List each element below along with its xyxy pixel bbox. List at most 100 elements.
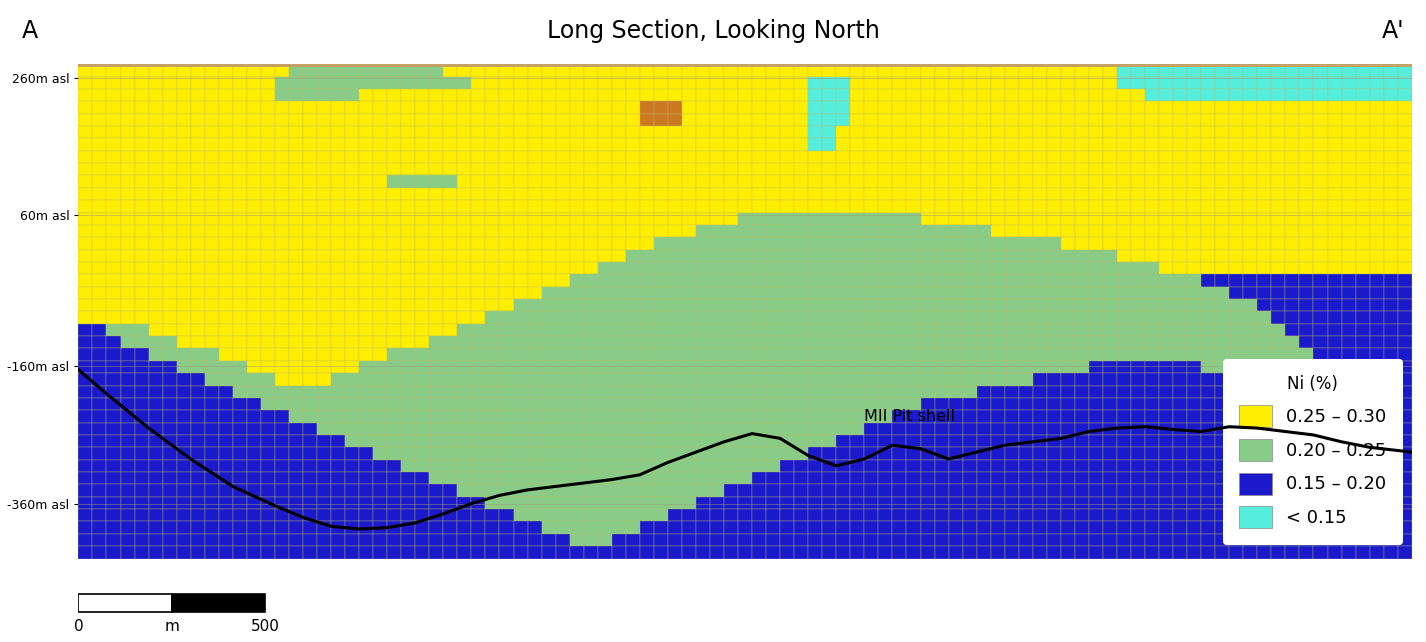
Bar: [205, 484, 218, 497]
Bar: [921, 422, 934, 435]
Bar: [667, 299, 682, 311]
Bar: [907, 213, 921, 225]
Bar: [1342, 299, 1356, 311]
Bar: [345, 274, 359, 286]
Bar: [780, 497, 794, 509]
Bar: [710, 484, 724, 497]
Bar: [121, 497, 134, 509]
Bar: [472, 163, 485, 175]
Bar: [218, 385, 232, 398]
Bar: [1047, 521, 1061, 534]
Bar: [232, 422, 247, 435]
Bar: [766, 225, 780, 237]
Bar: [205, 114, 218, 126]
Bar: [626, 385, 640, 398]
Bar: [1328, 336, 1342, 349]
Bar: [1342, 398, 1356, 410]
Bar: [710, 274, 724, 286]
Bar: [667, 534, 682, 546]
Bar: [1131, 422, 1145, 435]
Bar: [907, 324, 921, 336]
Bar: [472, 311, 485, 324]
Bar: [794, 361, 809, 373]
Bar: [1356, 89, 1369, 101]
Bar: [963, 225, 977, 237]
Bar: [415, 447, 429, 460]
Bar: [218, 484, 232, 497]
Bar: [752, 175, 766, 187]
Bar: [864, 200, 878, 213]
Bar: [415, 336, 429, 349]
Bar: [205, 324, 218, 336]
Bar: [1229, 546, 1243, 559]
Bar: [809, 373, 823, 385]
Bar: [1243, 76, 1258, 89]
Bar: [1089, 361, 1102, 373]
Bar: [121, 435, 134, 447]
Bar: [1369, 546, 1383, 559]
Bar: [359, 175, 374, 187]
Bar: [1328, 484, 1342, 497]
Bar: [655, 225, 667, 237]
Bar: [667, 521, 682, 534]
Bar: [682, 138, 696, 151]
Bar: [1258, 250, 1272, 262]
Bar: [794, 175, 809, 187]
Bar: [1369, 361, 1383, 373]
Bar: [836, 151, 850, 163]
Bar: [1174, 435, 1188, 447]
Bar: [991, 89, 1005, 101]
Bar: [472, 225, 485, 237]
Bar: [556, 163, 569, 175]
Bar: [1215, 311, 1229, 324]
Bar: [261, 361, 275, 373]
Bar: [1061, 336, 1075, 349]
Bar: [948, 274, 963, 286]
Bar: [1032, 151, 1047, 163]
Bar: [1369, 435, 1383, 447]
Bar: [1159, 101, 1174, 114]
Bar: [655, 76, 667, 89]
Bar: [780, 349, 794, 361]
Bar: [823, 497, 836, 509]
Bar: [893, 484, 907, 497]
Bar: [401, 187, 415, 200]
Bar: [443, 200, 458, 213]
Bar: [1117, 484, 1131, 497]
Bar: [556, 521, 569, 534]
Bar: [1285, 460, 1299, 472]
Bar: [991, 311, 1005, 324]
Bar: [1174, 361, 1188, 373]
Bar: [752, 497, 766, 509]
Bar: [1145, 361, 1159, 373]
Bar: [1159, 151, 1174, 163]
Bar: [388, 175, 401, 187]
Bar: [345, 126, 359, 138]
Bar: [513, 435, 528, 447]
Bar: [1285, 163, 1299, 175]
Bar: [93, 410, 107, 422]
Bar: [597, 497, 612, 509]
Bar: [134, 447, 148, 460]
Bar: [1369, 175, 1383, 187]
Bar: [977, 262, 991, 274]
Bar: [388, 126, 401, 138]
Bar: [528, 497, 542, 509]
Bar: [640, 460, 655, 472]
Bar: [864, 175, 878, 187]
Bar: [1174, 250, 1188, 262]
Bar: [1188, 472, 1201, 484]
Bar: [388, 534, 401, 546]
Bar: [1243, 237, 1258, 250]
Bar: [458, 349, 472, 361]
Bar: [893, 286, 907, 299]
Bar: [724, 163, 739, 175]
Bar: [1299, 324, 1313, 336]
Bar: [1299, 361, 1313, 373]
Bar: [864, 521, 878, 534]
Bar: [1369, 460, 1383, 472]
Bar: [556, 410, 569, 422]
Bar: [289, 187, 302, 200]
Bar: [163, 385, 177, 398]
Bar: [163, 76, 177, 89]
